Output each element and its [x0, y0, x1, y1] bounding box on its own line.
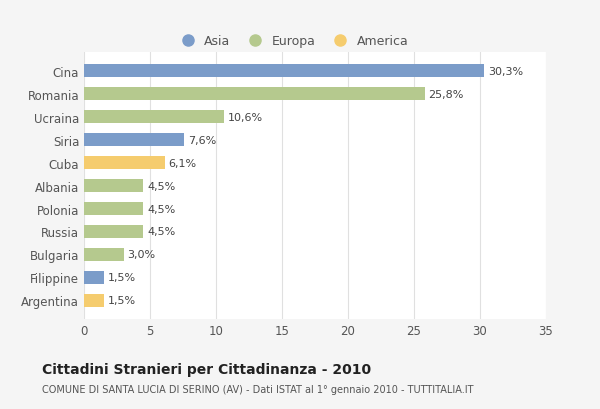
Bar: [84, 111, 224, 124]
Text: 4,5%: 4,5%: [148, 227, 176, 237]
Text: 7,6%: 7,6%: [188, 135, 217, 145]
Bar: [84, 294, 104, 307]
Text: COMUNE DI SANTA LUCIA DI SERINO (AV) - Dati ISTAT al 1° gennaio 2010 - TUTTITALI: COMUNE DI SANTA LUCIA DI SERINO (AV) - D…: [42, 384, 473, 394]
Bar: [84, 249, 124, 261]
Text: 25,8%: 25,8%: [428, 90, 464, 99]
Text: 10,6%: 10,6%: [228, 112, 263, 122]
Text: 4,5%: 4,5%: [148, 181, 176, 191]
Text: 4,5%: 4,5%: [148, 204, 176, 214]
Legend: Asia, Europa, America: Asia, Europa, America: [173, 33, 411, 51]
Bar: [84, 134, 184, 146]
Text: 30,3%: 30,3%: [488, 67, 523, 76]
Bar: [84, 203, 143, 215]
Bar: [84, 226, 143, 238]
Text: 6,1%: 6,1%: [169, 158, 197, 168]
Text: Cittadini Stranieri per Cittadinanza - 2010: Cittadini Stranieri per Cittadinanza - 2…: [42, 362, 371, 376]
Text: 1,5%: 1,5%: [108, 296, 136, 306]
Bar: [84, 180, 143, 192]
Bar: [84, 272, 104, 284]
Bar: [84, 157, 164, 169]
Bar: [84, 88, 425, 101]
Text: 3,0%: 3,0%: [128, 250, 155, 260]
Bar: [84, 65, 484, 78]
Text: 1,5%: 1,5%: [108, 273, 136, 283]
